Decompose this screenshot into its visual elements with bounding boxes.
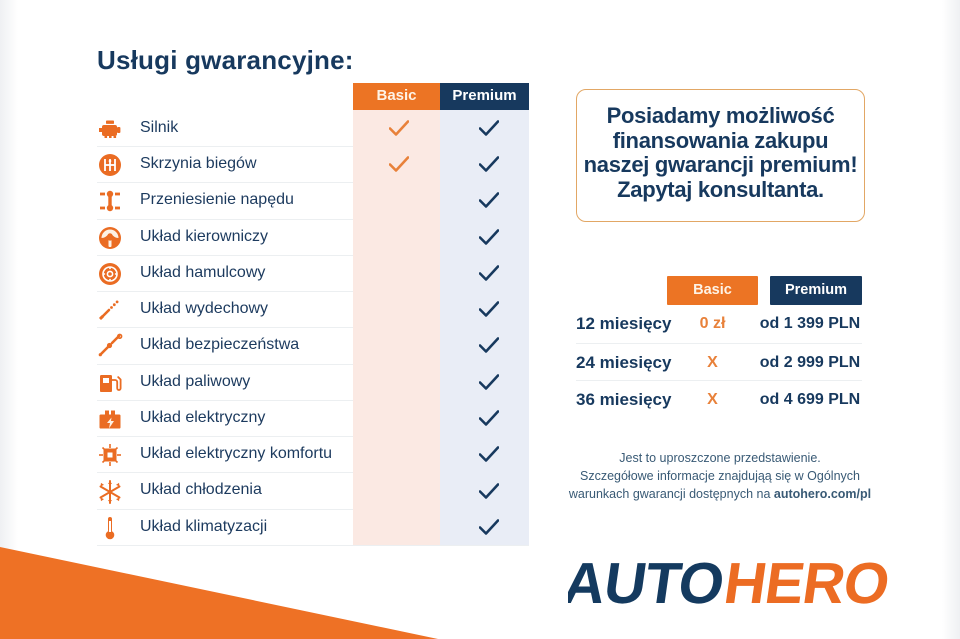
svg-text:HERO: HERO — [720, 553, 893, 616]
svg-text:AUTO: AUTO — [568, 553, 727, 616]
